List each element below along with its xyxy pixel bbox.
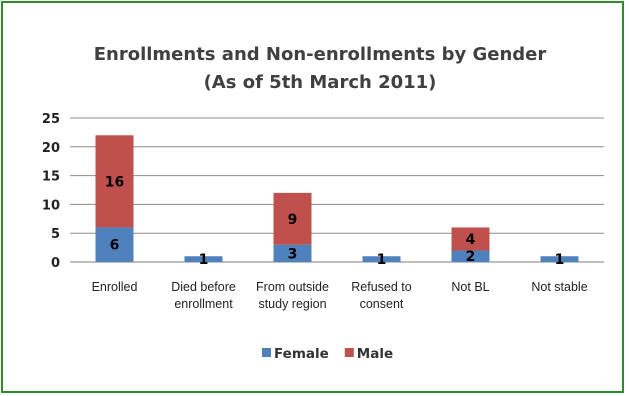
y-tick-label: 15	[42, 170, 60, 185]
bars	[95, 135, 579, 262]
data-label: 1	[377, 252, 387, 268]
x-tick-label: Refused to	[351, 280, 412, 294]
y-tick-label: 10	[42, 198, 60, 213]
x-tick-label: enrollment	[174, 297, 233, 311]
x-axis: Enrolled Died before enrollment From outsid…	[92, 280, 588, 311]
data-labels: 6 16 1 3 9 1 24 1	[105, 174, 565, 268]
y-tick-label: 0	[51, 256, 60, 271]
data-label: 3	[288, 246, 298, 262]
data-label: 1	[555, 252, 565, 268]
legend-swatch	[344, 348, 354, 357]
bar-male	[95, 135, 134, 228]
legend-swatch	[262, 348, 271, 357]
y-tick-label: 25	[42, 112, 60, 127]
bar-female	[95, 227, 134, 262]
x-tick-label: Died before	[171, 280, 236, 294]
bar-female	[540, 256, 579, 262]
data-label: 9	[288, 212, 298, 228]
data-label: 1	[199, 252, 209, 268]
bar-female	[362, 256, 401, 262]
data-label: 2	[466, 249, 476, 265]
bar-female	[451, 250, 490, 262]
grid	[70, 117, 604, 263]
bar-female	[184, 256, 223, 262]
data-label: 16	[105, 174, 124, 190]
y-tick-label: 20	[42, 141, 60, 156]
x-tick-label: consent	[360, 297, 404, 311]
legend: Female Male	[262, 346, 393, 362]
chart-title: Enrollments and Non-enrollments by Gende…	[94, 44, 547, 65]
x-tick-label: From outside	[256, 280, 329, 294]
legend-label: Female	[274, 346, 329, 362]
y-axis: 0 5 10 15 20 25	[42, 112, 60, 271]
bar-male	[451, 227, 490, 251]
x-tick-label: study region	[258, 297, 326, 311]
y-tick-label: 5	[51, 227, 60, 242]
data-label: 4	[466, 232, 476, 248]
chart-subtitle: (As of 5th March 2011)	[204, 72, 437, 93]
data-label: 6	[110, 238, 120, 254]
x-tick-label: Not BL	[451, 280, 489, 294]
legend-label: Male	[357, 346, 393, 362]
bar-male	[273, 192, 312, 245]
x-tick-label: Enrolled	[92, 280, 138, 294]
bar-female	[273, 244, 312, 262]
x-tick-label: Not stable	[531, 280, 587, 294]
